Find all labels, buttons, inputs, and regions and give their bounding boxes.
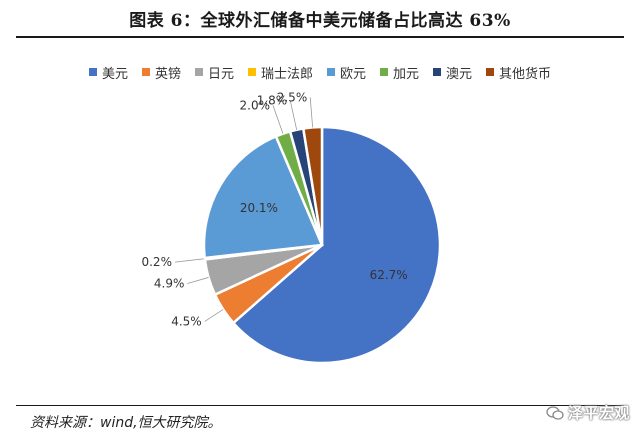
wechat-icon (546, 405, 564, 420)
legend-swatch (88, 68, 97, 76)
legend-item: 加元 (380, 64, 420, 82)
legend-swatch (486, 68, 495, 76)
legend-swatch (433, 68, 442, 76)
chart-title: 图表 6：全球外汇储备中美元储备占比高达 63% (129, 11, 511, 31)
legend-label: 欧元 (340, 66, 367, 82)
pie-slice (231, 125, 442, 365)
legend-label: 美元 (101, 66, 128, 82)
legend-label: 澳元 (446, 66, 473, 82)
bottom-rule (16, 405, 624, 406)
leader-line (289, 100, 298, 130)
legend-item: 其他货币 (486, 64, 552, 82)
leader-line (272, 105, 284, 134)
slice-label: 2.0% (240, 98, 271, 112)
legend-swatch (327, 68, 335, 76)
slice-label: 1.8% (257, 93, 288, 107)
slice-label: 0.2% (141, 255, 172, 269)
legend-item: 英镑 (141, 64, 181, 82)
source-note: 资料来源：wind,恒大研究院。 (30, 415, 222, 431)
watermark: 泽平宏观 (546, 402, 630, 423)
top-rule (16, 36, 624, 38)
legend-item: 美元 (88, 64, 128, 82)
watermark-text: 泽平宏观 (567, 404, 630, 422)
legend-label: 日元 (207, 66, 234, 82)
slice-label: 20.1% (240, 201, 278, 215)
pie-slice (202, 134, 324, 260)
legend-item: 日元 (194, 64, 234, 82)
leader-line (174, 258, 205, 263)
chart-legend: 美元 英镑 日元 瑞士法郎 欧元 加元 澳元 其他货币 (0, 64, 640, 82)
slice-label: 62.7% (370, 268, 408, 282)
leader-line (204, 309, 224, 322)
legend-label: 英镑 (154, 66, 181, 82)
leader-line (309, 97, 314, 128)
slice-label: 4.5% (171, 314, 202, 328)
slice-label: 4.9% (154, 276, 185, 290)
legend-label: 瑞士法郎 (260, 66, 313, 82)
legend-swatch (247, 68, 256, 76)
legend-swatch (141, 68, 150, 76)
legend-item: 欧元 (327, 64, 367, 82)
slice-label: 2.5% (277, 90, 308, 104)
legend-label: 其他货币 (499, 66, 552, 82)
legend-item: 瑞士法郎 (247, 64, 313, 82)
legend-swatch (194, 68, 203, 76)
legend-item: 澳元 (433, 64, 473, 82)
legend-swatch (380, 68, 389, 76)
legend-label: 加元 (393, 66, 420, 82)
leader-line (187, 277, 209, 284)
